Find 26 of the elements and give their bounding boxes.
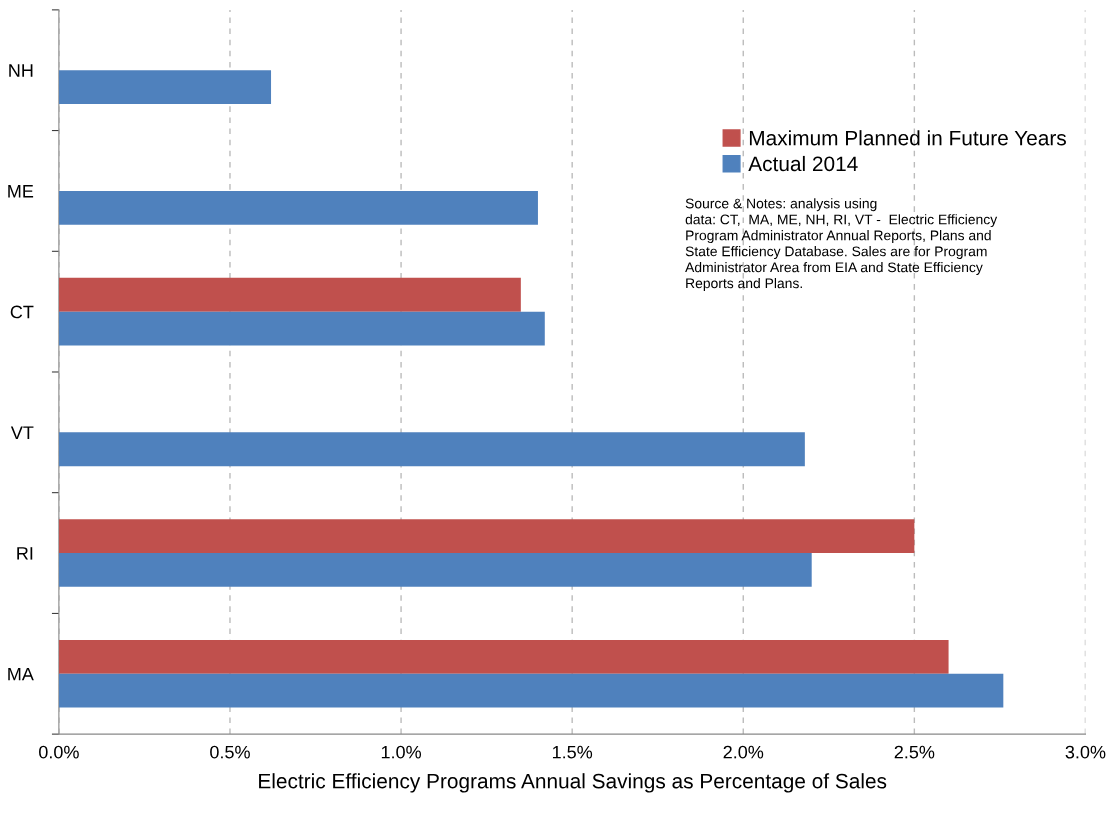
- x-tick-label: 3.0%: [1065, 745, 1106, 759]
- bar: [58, 553, 812, 587]
- x-tick-label: 0.5%: [210, 745, 250, 759]
- legend-label: Maximum Planned in Future Years: [749, 130, 1066, 146]
- y-tick-label: CT: [10, 305, 34, 319]
- bar: [58, 70, 272, 105]
- y-tick-label: MA: [8, 667, 34, 681]
- bar: [58, 277, 521, 312]
- x-tick-label: 1.0%: [381, 745, 422, 759]
- x-tick-label: 2.5%: [894, 745, 935, 759]
- bar: [58, 311, 545, 346]
- y-tick-label: RI: [17, 547, 33, 560]
- bar: [58, 639, 949, 674]
- x-tick-label: 0.0%: [39, 745, 79, 759]
- x-tick-label: 2.0%: [723, 745, 764, 759]
- bar: [58, 190, 538, 225]
- y-tick-label: ME: [8, 185, 34, 198]
- bar: [58, 432, 805, 467]
- y-tick-label: NH: [9, 64, 33, 77]
- x-tick-label: 1.5%: [552, 745, 593, 759]
- annotation: Source & Notes: analysis using data: CT, MA, ME, NH, RI, VT - Electric Efficiency Program Administrator Annual Reports, Plans and State Efficiency Database. Sales are for Program Administrator Area from EIA and State Efficiency Reports and Plans.: [685, 198, 998, 291]
- bar: [58, 673, 1004, 708]
- legend-label: Actual 2014: [748, 155, 858, 172]
- bar: [58, 519, 915, 554]
- x-axis-title: Electric Efficiency Programs Annual Savings as Percentage of Sales: [259, 773, 887, 793]
- y-tick-label: VT: [10, 426, 34, 439]
